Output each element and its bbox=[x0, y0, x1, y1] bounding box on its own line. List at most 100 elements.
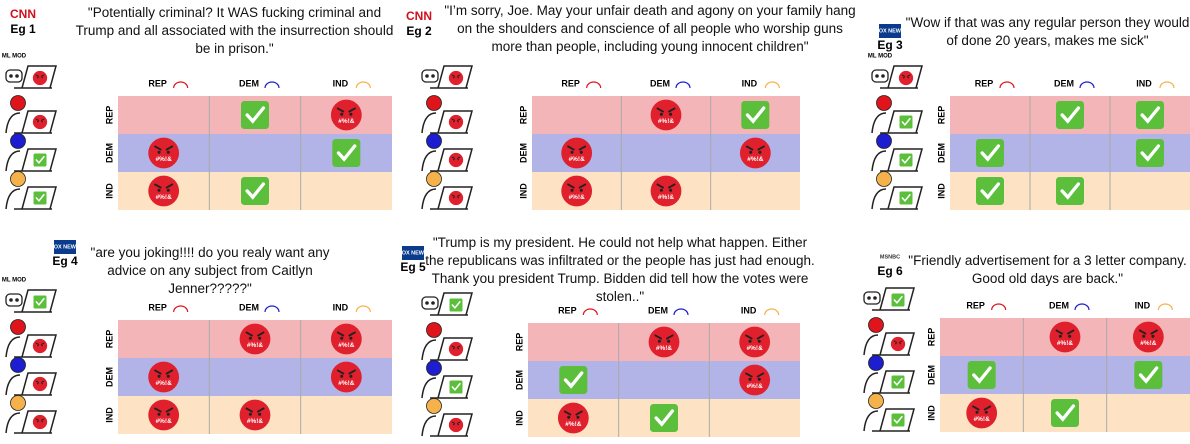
toxic-eye bbox=[907, 76, 909, 79]
toxic-eye bbox=[457, 158, 459, 161]
annotator-body bbox=[421, 112, 437, 134]
toxic-brows bbox=[153, 145, 174, 151]
toxic-face: #%!& bbox=[239, 323, 271, 355]
column-header: REP bbox=[561, 78, 580, 88]
toxic-circle bbox=[739, 364, 771, 396]
check-tick bbox=[35, 193, 45, 203]
example-label: Eg 6 bbox=[877, 264, 903, 278]
annotator-head bbox=[876, 95, 892, 111]
toxic-brows bbox=[1138, 329, 1159, 335]
check-tick bbox=[980, 144, 1001, 162]
check-mark bbox=[1134, 361, 1163, 389]
toxic-eye bbox=[340, 374, 344, 378]
toxic-brows bbox=[336, 107, 357, 113]
toxic-face: #%!& bbox=[966, 397, 998, 429]
toxic-eye bbox=[1151, 334, 1155, 338]
check-mark bbox=[559, 366, 588, 394]
robot-face bbox=[421, 296, 439, 310]
robot-face bbox=[5, 293, 23, 307]
toxic-eye bbox=[349, 336, 353, 340]
annotator-head bbox=[10, 395, 26, 411]
annotator-body bbox=[421, 339, 437, 361]
column-header: DEM bbox=[1054, 78, 1074, 88]
check-tick bbox=[893, 415, 903, 425]
toxic-eye bbox=[37, 420, 39, 423]
robot-face bbox=[871, 69, 889, 83]
toxic-eye bbox=[457, 347, 459, 350]
toxic-symbol: #%!& bbox=[156, 156, 172, 163]
example-label: Eg 2 bbox=[406, 24, 432, 38]
toxic-eye bbox=[899, 342, 901, 345]
toxic-symbol: #%!& bbox=[247, 418, 263, 425]
check-tick bbox=[972, 366, 992, 384]
toxic-eye bbox=[166, 150, 170, 154]
toxic-face: #%!& bbox=[650, 99, 682, 131]
check-box bbox=[967, 361, 996, 389]
column-header: DEM bbox=[239, 78, 259, 88]
toxic-face: #%!& bbox=[561, 137, 593, 169]
example-label: Eg 3 bbox=[877, 38, 903, 52]
toxic-face bbox=[32, 338, 48, 354]
quote: "Wow if that was any regular person they… bbox=[905, 15, 1190, 48]
check-box bbox=[33, 191, 47, 205]
toxic-eye bbox=[570, 188, 574, 192]
toxic-symbol: #%!& bbox=[338, 380, 354, 387]
toxic-eye bbox=[669, 188, 673, 192]
party-icon bbox=[673, 308, 689, 316]
toxic-eye bbox=[576, 415, 580, 419]
check-box bbox=[559, 366, 588, 394]
toxic-brows bbox=[451, 345, 461, 349]
check-tick bbox=[451, 382, 461, 392]
toxic-eye bbox=[453, 196, 455, 199]
check-tick bbox=[654, 409, 675, 427]
toxic-circle bbox=[898, 70, 914, 86]
toxic-brows bbox=[35, 118, 45, 122]
check-mark bbox=[1056, 177, 1084, 205]
annotator-body bbox=[863, 410, 879, 432]
annotator-head bbox=[876, 133, 892, 149]
example-label: Eg 4 bbox=[52, 254, 78, 268]
check-box bbox=[1051, 399, 1079, 427]
column-header: IND bbox=[1136, 78, 1152, 88]
check-box bbox=[891, 413, 905, 427]
toxic-face bbox=[898, 70, 914, 86]
toxic-eye bbox=[903, 76, 905, 79]
annotator-head bbox=[868, 355, 884, 371]
toxic-brows bbox=[893, 340, 903, 344]
toxic-circle bbox=[557, 402, 589, 434]
toxic-face bbox=[32, 376, 48, 392]
example-label: Eg 1 bbox=[10, 22, 36, 36]
row-label: IND bbox=[104, 183, 114, 199]
check-box bbox=[241, 177, 269, 205]
column-header: IND bbox=[333, 302, 349, 312]
toxic-symbol: #%!& bbox=[747, 345, 763, 352]
annotator-body bbox=[871, 150, 887, 172]
row-label: DEM bbox=[936, 143, 946, 163]
toxic-eye bbox=[758, 150, 762, 154]
toxic-face: #%!& bbox=[557, 402, 589, 434]
toxic-eye bbox=[457, 423, 459, 426]
robot-face bbox=[421, 69, 439, 83]
robot-eye bbox=[867, 296, 871, 300]
toxic-eye bbox=[669, 112, 673, 116]
annotator-head bbox=[426, 171, 442, 187]
toxic-eye bbox=[41, 382, 43, 385]
check-mark bbox=[741, 101, 770, 129]
check-mark bbox=[891, 413, 905, 427]
toxic-circle bbox=[32, 414, 48, 430]
check-mark bbox=[650, 404, 678, 432]
toxic-brows bbox=[1055, 329, 1075, 335]
toxic-brows bbox=[451, 118, 461, 122]
check-tick bbox=[893, 377, 903, 387]
toxic-face: #%!& bbox=[148, 137, 180, 169]
toxic-circle bbox=[650, 175, 682, 207]
check-mark bbox=[449, 380, 463, 394]
check-mark bbox=[332, 139, 361, 167]
toxic-eye bbox=[37, 382, 39, 385]
toxic-brows bbox=[971, 405, 992, 411]
check-tick bbox=[1140, 144, 1161, 162]
column-header: REP bbox=[148, 302, 167, 312]
toxic-brows bbox=[35, 342, 45, 346]
robot-eye bbox=[425, 74, 429, 78]
